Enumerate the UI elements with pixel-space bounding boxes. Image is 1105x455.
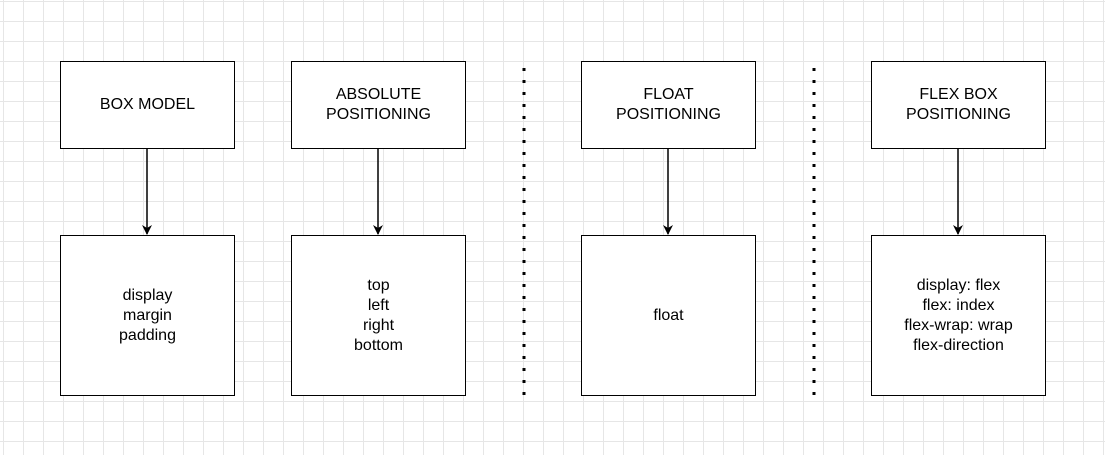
box-model-item-margin: margin — [123, 306, 172, 324]
float-item-float: float — [653, 306, 684, 324]
flex-item-flex-wrap: flex-wrap: wrap — [904, 316, 1013, 334]
flex-box-positioning-details: display: flex flex: index flex-wrap: wra… — [871, 235, 1046, 396]
flex-box-positioning-header-line-1: FLEX BOX — [919, 86, 998, 103]
absolute-positioning-details: top left right bottom — [291, 235, 466, 396]
float-positioning-header-line-2: POSITIONING — [616, 106, 721, 123]
float-positioning-header-line-1: FLOAT — [643, 86, 694, 103]
box-model-header-line: BOX MODEL — [99, 96, 196, 113]
flex-item-flex-direction: flex-direction — [913, 336, 1004, 354]
absolute-positioning-header: ABSOLUTE POSITIONING — [291, 61, 466, 149]
flex-box-positioning-header: FLEX BOX POSITIONING — [871, 61, 1046, 149]
flex-box-positioning-header-line-2: POSITIONING — [906, 106, 1011, 123]
box-model-details: display margin padding — [60, 235, 235, 396]
absolute-positioning-header-line-2: POSITIONING — [326, 106, 431, 123]
float-positioning-header: FLOAT POSITIONING — [581, 61, 756, 149]
flex-item-display-flex: display: flex — [916, 276, 1001, 294]
absolute-item-left: left — [367, 296, 390, 314]
absolute-positioning-header-line-1: ABSOLUTE — [335, 86, 422, 103]
flex-item-flex-index: flex: index — [922, 296, 995, 314]
absolute-item-top: top — [367, 276, 390, 294]
float-positioning-details: float — [581, 235, 756, 396]
box-model-header: BOX MODEL — [60, 61, 235, 149]
absolute-item-bottom: bottom — [354, 336, 403, 354]
box-model-item-padding: padding — [119, 326, 176, 344]
box-model-item-display: display — [122, 286, 173, 304]
absolute-item-right: right — [362, 316, 395, 334]
